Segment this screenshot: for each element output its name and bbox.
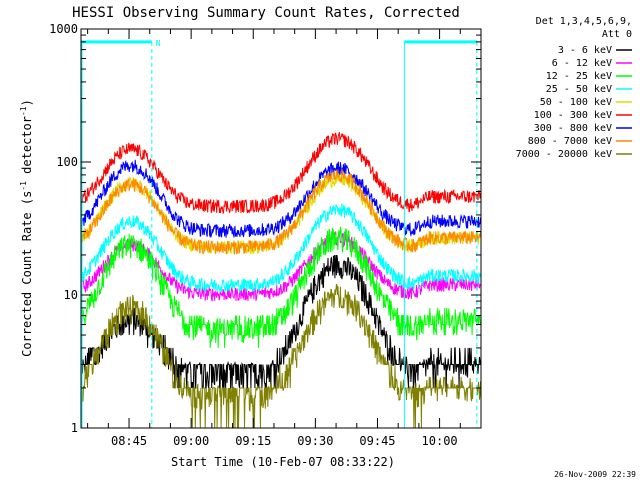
- x-tick-label-1: 08:45: [111, 434, 147, 448]
- flags-layer: N: [81, 39, 478, 428]
- series-line-1: [80, 254, 481, 389]
- y-axis-label-exp1: -1: [19, 181, 28, 191]
- series-layer: [80, 131, 481, 429]
- y-tick-label-1: 1: [71, 421, 78, 435]
- y-tick-label-4: 1000: [49, 22, 78, 36]
- legend-label-7: 300 - 800 keV: [534, 123, 612, 134]
- chart-title: HESSI Observing Summary Count Rates, Cor…: [72, 5, 460, 21]
- x-tick-label-4: 09:30: [297, 434, 333, 448]
- series-line-4: [80, 203, 481, 294]
- y-axis-label-part3: ): [20, 99, 34, 106]
- legend-label-8: 800 - 7000 keV: [528, 136, 612, 147]
- y-axis-label-part1: Corrected Count Rate (s: [20, 191, 34, 357]
- night-flag-label: N: [156, 39, 161, 48]
- x-tick-label-5: 09:45: [359, 434, 395, 448]
- y-tick-label-3: 100: [56, 155, 78, 169]
- axes-layer: 1 10 100 1000 08:45 09:00 09:15 09:30 09:45 10:00: [49, 22, 482, 448]
- legend: Det 1,3,4,5,6,9, Att 0 3 - 6 keV 6 - 12 k…: [516, 16, 632, 160]
- series-line-3: [80, 226, 481, 348]
- series-line-9: [80, 283, 481, 429]
- x-tick-label-3: 09:15: [235, 434, 271, 448]
- y-tick-label-2: 10: [64, 288, 78, 302]
- series-line-6: [80, 131, 481, 215]
- series-line-7: [80, 159, 481, 238]
- legend-label-4: 25 - 50 keV: [546, 84, 612, 95]
- legend-label-5: 50 - 100 keV: [540, 97, 612, 108]
- x-axis-label: Start Time (10-Feb-07 08:33:22): [171, 455, 395, 469]
- plot-frame: [80, 28, 482, 429]
- legend-label-2: 6 - 12 keV: [552, 58, 612, 69]
- legend-label-6: 100 - 300 keV: [534, 110, 612, 121]
- legend-header-line2: Att 0: [602, 29, 632, 40]
- legend-label-1: 3 - 6 keV: [558, 45, 612, 56]
- series-line-8: [80, 168, 481, 255]
- x-tick-label-2: 09:00: [173, 434, 209, 448]
- x-tick-label-6: 10:00: [422, 434, 458, 448]
- legend-label-3: 12 - 25 keV: [546, 71, 612, 82]
- legend-header-line1: Det 1,3,4,5,6,9,: [536, 16, 632, 27]
- footer-timestamp: 26-Nov-2009 22:39: [554, 470, 636, 479]
- y-axis-label-exp2: -1: [19, 106, 28, 116]
- legend-label-9: 7000 - 20000 keV: [516, 149, 612, 160]
- y-axis-label-part2: detector: [20, 116, 34, 181]
- y-axis-label: Corrected Count Rate (s-1 detector-1): [19, 99, 34, 357]
